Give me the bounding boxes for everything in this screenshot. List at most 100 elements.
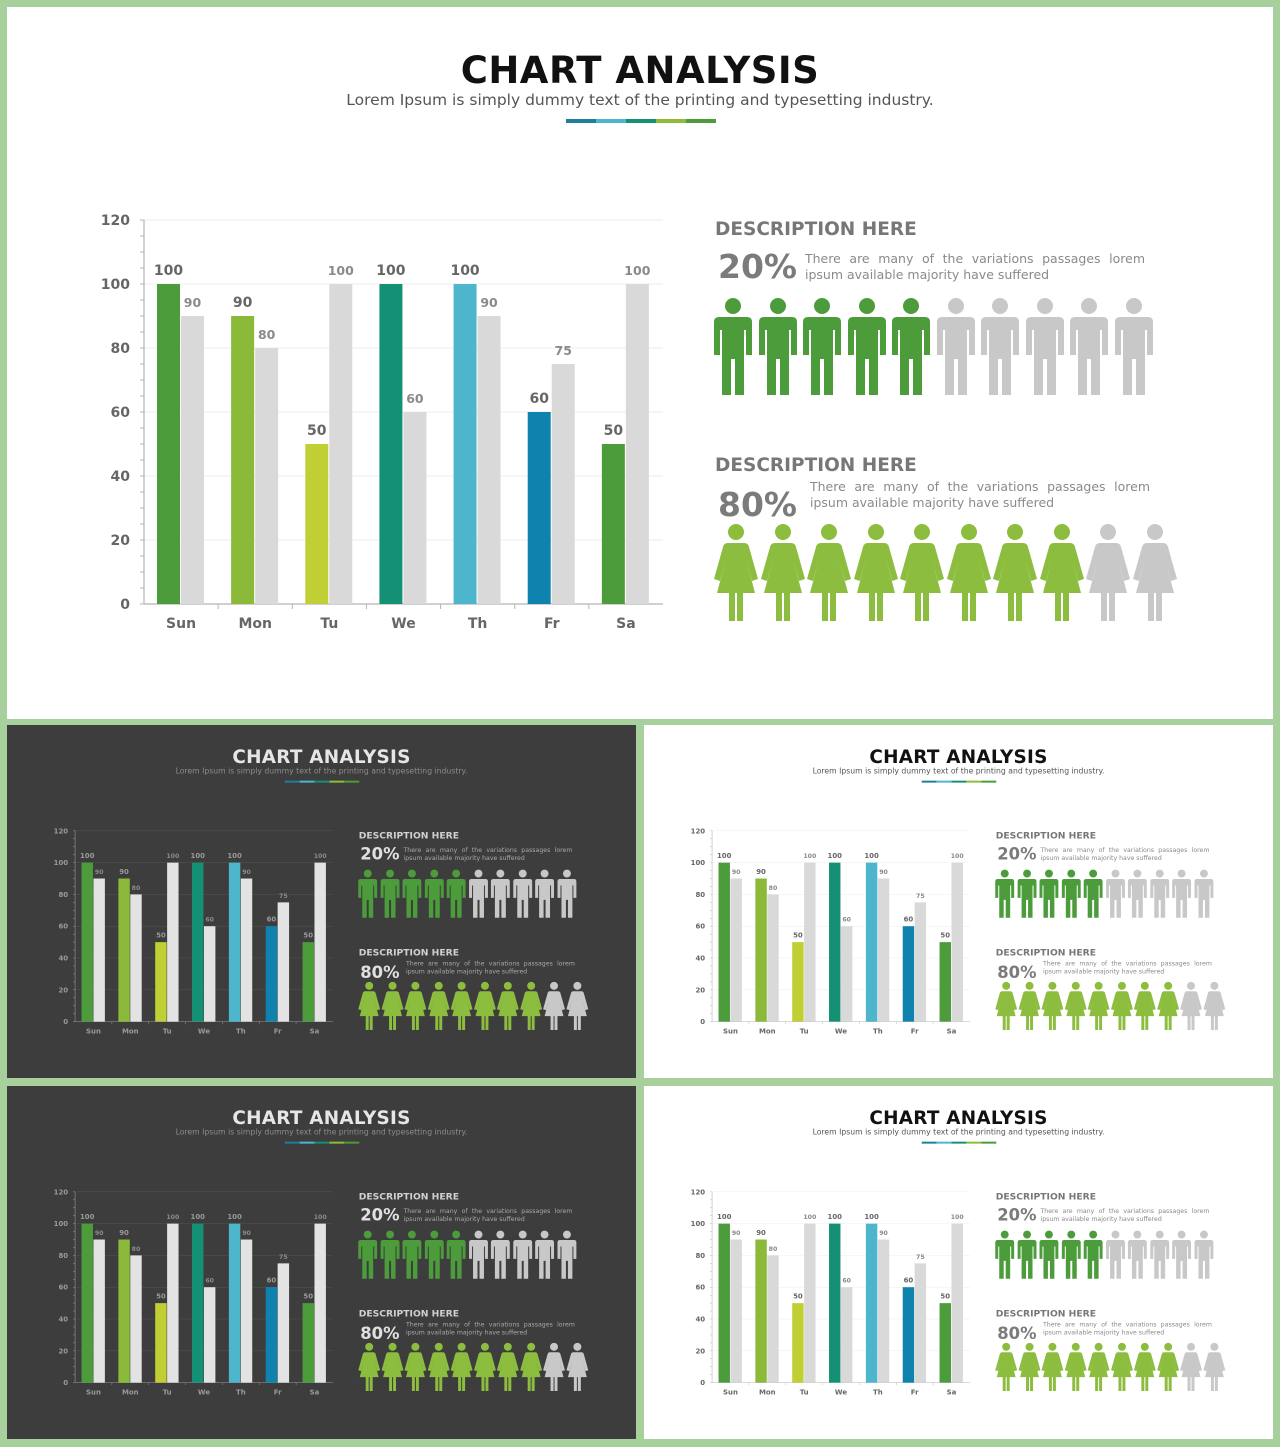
man-icon bbox=[446, 1230, 466, 1279]
bar-chart: 0 20 40 60 80 100 120 100 90 Sun 90 80 Mon 50 100 Tu 100… bbox=[54, 1188, 333, 1397]
slide-subtitle: Lorem Ipsum is simply dummy text of the … bbox=[812, 1127, 1105, 1137]
bar-series-1 bbox=[155, 1303, 167, 1383]
bar-series-2 bbox=[877, 878, 890, 1022]
bar-series-2 bbox=[240, 1239, 253, 1383]
description-heading-1: DESCRIPTION HERE bbox=[995, 1191, 1097, 1202]
bar-value-label: 60 bbox=[267, 1277, 277, 1285]
bar-series-1 bbox=[265, 1287, 278, 1383]
man-icon bbox=[892, 298, 930, 395]
bar-value-label: 100 bbox=[166, 1214, 180, 1221]
man-icon bbox=[490, 869, 510, 918]
woman-icon bbox=[1156, 1342, 1179, 1392]
bar-series-1 bbox=[81, 862, 93, 1022]
man-icon bbox=[358, 869, 378, 918]
accent-segment bbox=[626, 119, 656, 123]
bar-value-label: 60 bbox=[205, 1278, 214, 1285]
woman-icon bbox=[358, 981, 381, 1031]
woman-icon bbox=[1086, 524, 1130, 621]
accent-segment bbox=[951, 1141, 967, 1144]
man-icon bbox=[1150, 1230, 1169, 1279]
percent-value-2: 80% bbox=[718, 485, 797, 524]
x-tick-label: Tu bbox=[163, 1389, 172, 1397]
bar-series-1 bbox=[231, 316, 255, 604]
accent-segment bbox=[656, 119, 686, 123]
slide-main: CHART ANALYSIS Lorem Ipsum is simply dum… bbox=[7, 7, 1273, 719]
bar-value-label: 100 bbox=[227, 852, 242, 860]
bar-value-label: 90 bbox=[95, 869, 104, 876]
bar-series-1 bbox=[865, 1223, 878, 1383]
bar-series-2 bbox=[130, 894, 142, 1022]
y-tick-label: 100 bbox=[691, 1220, 706, 1228]
bar-value-label: 60 bbox=[406, 391, 424, 406]
woman-icon bbox=[1133, 1342, 1156, 1392]
man-icon bbox=[380, 869, 400, 918]
man-icon bbox=[1039, 869, 1059, 918]
man-icon bbox=[535, 869, 555, 918]
y-tick-label: 40 bbox=[58, 955, 68, 963]
bar-value-label: 100 bbox=[803, 1214, 817, 1221]
woman-icon bbox=[1041, 1342, 1064, 1392]
description-heading-2: DESCRIPTION HERE bbox=[995, 1308, 1097, 1320]
woman-icon-row bbox=[995, 1342, 1226, 1392]
y-tick-label: 120 bbox=[101, 213, 130, 229]
x-tick-label: Tu bbox=[320, 616, 338, 632]
x-tick-label: We bbox=[198, 1028, 210, 1036]
bar-value-label: 100 bbox=[450, 263, 479, 279]
accent-segment bbox=[981, 1141, 997, 1144]
y-tick-label: 20 bbox=[58, 986, 68, 994]
woman-icon bbox=[1064, 981, 1087, 1031]
bar-value-label: 90 bbox=[233, 295, 253, 311]
bar-series-1 bbox=[81, 1223, 93, 1383]
description-heading-2: DESCRIPTION HERE bbox=[358, 947, 460, 959]
slide-canvas: CHART ANALYSIS Lorem Ipsum is simply dum… bbox=[644, 725, 1273, 1078]
bar-value-label: 50 bbox=[303, 1293, 313, 1301]
description-text-2: There are many of the variations passage… bbox=[1042, 1320, 1212, 1336]
bar-series-1 bbox=[379, 284, 403, 604]
percent-value-2: 80% bbox=[360, 1323, 400, 1343]
bar-series-1 bbox=[755, 878, 767, 1022]
man-icon bbox=[1083, 1230, 1103, 1279]
bar-value-label: 50 bbox=[156, 1293, 166, 1301]
x-tick-label: Fr bbox=[544, 616, 560, 632]
x-tick-label: Sun bbox=[86, 1389, 101, 1397]
y-tick-label: 40 bbox=[111, 469, 131, 485]
x-tick-label: We bbox=[391, 616, 415, 632]
title-accent-bar bbox=[921, 780, 997, 783]
bar-value-label: 100 bbox=[166, 853, 180, 860]
x-tick-label: Sun bbox=[723, 1389, 738, 1397]
man-icon bbox=[402, 869, 422, 918]
man-icon-row bbox=[995, 869, 1216, 919]
man-icon bbox=[358, 1230, 378, 1279]
x-tick-label: Th bbox=[468, 616, 488, 632]
bar-series-2 bbox=[403, 412, 427, 604]
bar-value-label: 90 bbox=[480, 295, 498, 310]
y-tick-label: 0 bbox=[63, 1018, 68, 1026]
x-tick-label: Sun bbox=[86, 1028, 101, 1036]
woman-icon bbox=[543, 1342, 565, 1392]
slide-thumb-dark-2: CHART ANALYSIS Lorem Ipsum is simply dum… bbox=[7, 1086, 636, 1439]
x-tick-label: Sa bbox=[947, 1389, 957, 1397]
bar-series-1 bbox=[865, 862, 878, 1022]
man-icon bbox=[1194, 1230, 1214, 1279]
x-tick-label: Mon bbox=[122, 1389, 139, 1397]
man-icon bbox=[758, 298, 797, 395]
woman-icon bbox=[993, 524, 1037, 621]
bar-series-2 bbox=[329, 284, 353, 604]
man-icon bbox=[1083, 869, 1103, 918]
bar-series-2 bbox=[277, 1263, 290, 1383]
man-icon bbox=[714, 298, 752, 395]
woman-icon bbox=[404, 1342, 427, 1392]
bar-value-label: 50 bbox=[940, 932, 950, 940]
bar-value-label: 50 bbox=[303, 932, 313, 940]
bar-series-2 bbox=[130, 1255, 142, 1383]
description-heading-1: DESCRIPTION HERE bbox=[358, 1191, 460, 1202]
man-icon-row bbox=[713, 297, 1158, 397]
bar-value-label: 90 bbox=[756, 868, 766, 876]
bar-series-2 bbox=[951, 862, 963, 1022]
title-accent-bar bbox=[284, 780, 360, 783]
x-tick-label: Fr bbox=[911, 1028, 919, 1036]
bar-value-label: 90 bbox=[242, 1230, 251, 1237]
woman-icon-row bbox=[713, 523, 1178, 623]
bar-series-1 bbox=[755, 1239, 767, 1383]
woman-icon bbox=[900, 524, 944, 621]
